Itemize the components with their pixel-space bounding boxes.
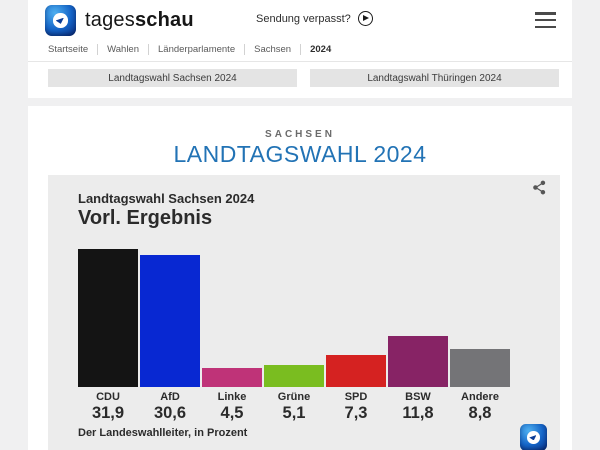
page-title: LANDTAGSWAHL 2024 xyxy=(173,141,427,167)
bar-category-label: AfD xyxy=(160,391,180,403)
bar-bsw xyxy=(388,336,448,387)
breadcrumb-item-sachsen[interactable]: Sachsen xyxy=(245,44,302,55)
bar-category-label: SPD xyxy=(344,391,368,403)
tagesschau-logo[interactable]: tagesschau xyxy=(45,5,194,36)
bar-track xyxy=(326,249,386,387)
bar-column-bsw: BSW 11,8 xyxy=(388,249,448,423)
breadcrumb-item-startseite[interactable]: Startseite xyxy=(48,44,99,55)
share-icon[interactable] xyxy=(530,178,549,200)
nav-button-sachsen-2024[interactable]: Landtagswahl Sachsen 2024 xyxy=(48,69,297,87)
bar-linke xyxy=(202,368,262,387)
bar-category-label: CDU xyxy=(96,391,120,403)
bar-value-label: 4,5 xyxy=(220,404,244,422)
brand-wordmark: tagesschau xyxy=(85,9,194,31)
bar-track xyxy=(202,249,262,387)
bar-grüne xyxy=(264,365,324,387)
breadcrumb-item-wahlen[interactable]: Wahlen xyxy=(98,44,149,55)
bar-value-label: 7,3 xyxy=(344,404,368,422)
bar-column-spd: SPD 7,3 xyxy=(326,249,386,423)
bar-category-label: BSW xyxy=(405,391,431,403)
bar-category-label: Linke xyxy=(217,391,247,403)
ard-logo-icon xyxy=(520,424,547,450)
bar-afd xyxy=(140,255,200,387)
bar-column-linke: Linke 4,5 xyxy=(202,249,262,423)
bar-value-label: 31,9 xyxy=(91,404,125,422)
bar-value-label: 30,6 xyxy=(153,404,187,422)
bar-track xyxy=(264,249,324,387)
bar-spd xyxy=(326,355,386,387)
site-header: tagesschau Sendung verpasst? Startseite … xyxy=(28,0,572,62)
breadcrumb: Startseite Wahlen Länderparlamente Sachs… xyxy=(48,44,340,55)
main-content: SACHSEN LANDTAGSWAHL 2024 Landtagswahl S… xyxy=(28,106,572,450)
bar-column-cdu: CDU 31,9 xyxy=(78,249,138,423)
bar-value-label: 11,8 xyxy=(402,404,434,422)
bar-value-label: 8,8 xyxy=(468,404,492,422)
play-icon xyxy=(357,11,373,26)
bar-track xyxy=(450,249,510,387)
bar-cdu xyxy=(78,249,138,387)
ard-eye xyxy=(53,13,68,28)
page-kicker: SACHSEN xyxy=(265,129,335,140)
chart-title: Vorl. Ergebnis xyxy=(78,207,213,229)
sendung-verpasst-label: Sendung verpasst? xyxy=(256,12,351,25)
chart-source: Der Landeswahlleiter, in Prozent xyxy=(78,427,248,439)
breadcrumb-item-laenderparlamente[interactable]: Länderparlamente xyxy=(149,44,246,55)
bar-andere xyxy=(450,349,510,387)
bar-column-andere: Andere 8,8 xyxy=(450,249,510,423)
bar-category-label: Grüne xyxy=(277,391,311,403)
menu-icon[interactable] xyxy=(535,12,556,28)
election-nav-band: Landtagswahl Sachsen 2024 Landtagswahl T… xyxy=(28,62,572,98)
chart-panel: Landtagswahl Sachsen 2024 Vorl. Ergebnis… xyxy=(48,175,560,450)
bar-column-afd: AfD 30,6 xyxy=(140,249,200,423)
bar-track xyxy=(140,249,200,387)
bar-chart: CDU 31,9 AfD 30,6 Linke 4,5 Grüne 5,1 SPD 7,3 BSW 1… xyxy=(78,249,510,423)
bar-category-label: Andere xyxy=(461,391,499,403)
tagesschau-app-icon xyxy=(45,5,76,36)
breadcrumb-item-2024[interactable]: 2024 xyxy=(310,44,332,55)
bar-value-label: 5,1 xyxy=(282,404,306,422)
bar-column-grüne: Grüne 5,1 xyxy=(264,249,324,423)
bar-track xyxy=(388,249,448,387)
sendung-verpasst-button[interactable]: Sendung verpasst? xyxy=(256,11,373,26)
nav-button-thueringen-2024[interactable]: Landtagswahl Thüringen 2024 xyxy=(310,69,559,87)
chart-subtitle: Landtagswahl Sachsen 2024 xyxy=(78,191,255,206)
bar-track xyxy=(78,249,138,387)
